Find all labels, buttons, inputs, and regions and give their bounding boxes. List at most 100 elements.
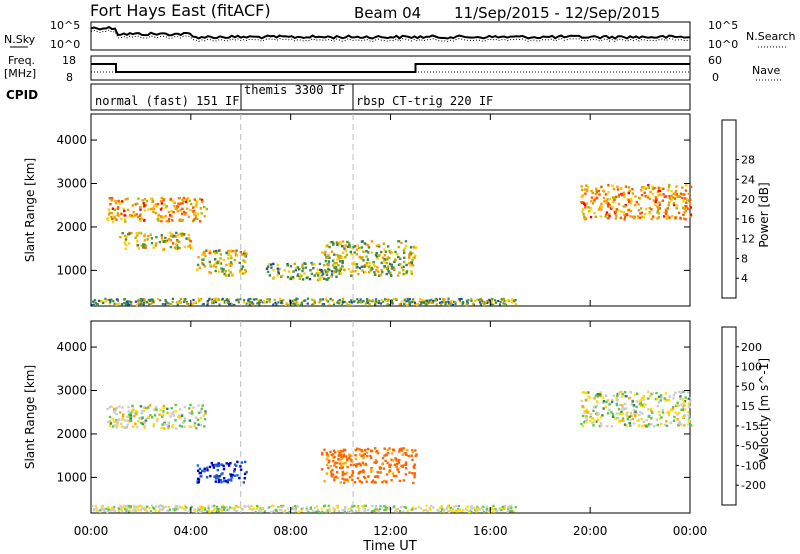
data-cell — [360, 449, 363, 452]
data-cell — [356, 477, 360, 480]
data-cell — [675, 193, 679, 196]
data-cell — [383, 254, 386, 257]
data-cell — [418, 300, 421, 303]
data-cell — [365, 249, 368, 253]
data-cell — [482, 505, 485, 508]
data-cell — [282, 299, 285, 302]
data-cell — [330, 473, 333, 476]
data-cell — [611, 413, 615, 416]
data-cell — [633, 217, 636, 220]
data-cell — [143, 298, 146, 301]
data-cell — [227, 462, 230, 466]
data-cell — [202, 258, 205, 261]
data-cell — [414, 254, 417, 257]
data-cell — [413, 466, 416, 470]
data-cell — [347, 268, 351, 271]
data-cell — [152, 423, 156, 427]
data-cell — [275, 510, 278, 513]
data-cell — [351, 471, 355, 475]
data-cell — [374, 254, 378, 257]
data-cell — [284, 303, 287, 306]
data-cell — [175, 427, 178, 430]
data-cell — [150, 504, 153, 507]
plot-title: Fort Hays East (fitACF) — [90, 1, 271, 20]
data-cell — [160, 196, 163, 200]
data-cell — [432, 299, 435, 303]
data-cell — [358, 267, 362, 270]
data-cell — [299, 303, 303, 306]
data-cell — [640, 186, 644, 189]
data-cell — [225, 263, 228, 267]
data-cell — [621, 392, 624, 396]
data-cell — [648, 206, 651, 210]
data-cell — [167, 505, 170, 509]
data-cell — [326, 244, 329, 247]
data-cell — [395, 297, 398, 300]
data-cell — [629, 411, 633, 415]
data-cell — [367, 265, 371, 269]
data-cell — [199, 510, 202, 513]
data-cell — [208, 249, 211, 252]
data-cell — [165, 302, 168, 305]
data-cell — [184, 508, 187, 511]
data-cell — [214, 480, 217, 483]
data-cell — [588, 210, 591, 213]
data-cell — [483, 303, 486, 306]
data-cell — [95, 302, 98, 305]
data-cell — [132, 215, 135, 218]
data-cell — [674, 189, 678, 193]
data-cell — [313, 506, 316, 509]
data-cell — [338, 452, 341, 455]
data-cell — [221, 299, 224, 302]
data-cell — [338, 272, 341, 275]
data-cell — [272, 269, 275, 272]
data-cell — [346, 465, 349, 469]
data-cell — [657, 395, 661, 398]
data-cell — [681, 196, 684, 200]
data-cell — [342, 301, 345, 304]
data-cell — [243, 252, 246, 255]
data-cell — [185, 506, 188, 509]
data-cell — [412, 506, 415, 509]
data-cell — [194, 416, 198, 419]
data-cell — [315, 272, 318, 275]
data-cell — [153, 507, 156, 510]
data-cell — [640, 417, 643, 421]
data-cell — [631, 417, 634, 421]
data-cell — [385, 258, 388, 261]
data-cell — [253, 298, 256, 301]
data-cell — [111, 425, 115, 428]
data-cell — [325, 451, 328, 455]
data-cell — [266, 298, 269, 301]
data-cell — [197, 469, 200, 472]
data-cell — [438, 506, 442, 509]
data-cell — [678, 390, 681, 393]
data-cell — [186, 303, 189, 306]
data-cell — [185, 301, 188, 304]
data-cell — [199, 416, 203, 420]
data-cell — [194, 217, 197, 220]
data-cell — [338, 298, 341, 302]
data-cell — [196, 464, 200, 467]
data-cell — [208, 510, 211, 513]
data-cell — [399, 509, 402, 513]
data-cell — [647, 390, 650, 394]
data-cell — [244, 460, 247, 464]
data-cell — [584, 206, 587, 209]
data-cell — [350, 474, 354, 477]
data-cell — [403, 298, 406, 301]
data-cell — [91, 303, 94, 307]
data-cell — [376, 257, 379, 260]
data-cell — [621, 404, 624, 407]
data-cell — [590, 200, 593, 203]
data-cell — [447, 300, 450, 303]
data-cell — [481, 302, 485, 305]
data-cell — [188, 244, 191, 247]
data-cell — [259, 510, 262, 513]
data-cell — [379, 273, 382, 277]
data-cell — [239, 269, 242, 272]
data-cell — [310, 261, 313, 265]
data-cell — [664, 212, 668, 215]
data-cell — [125, 509, 128, 512]
data-cell — [344, 256, 347, 259]
